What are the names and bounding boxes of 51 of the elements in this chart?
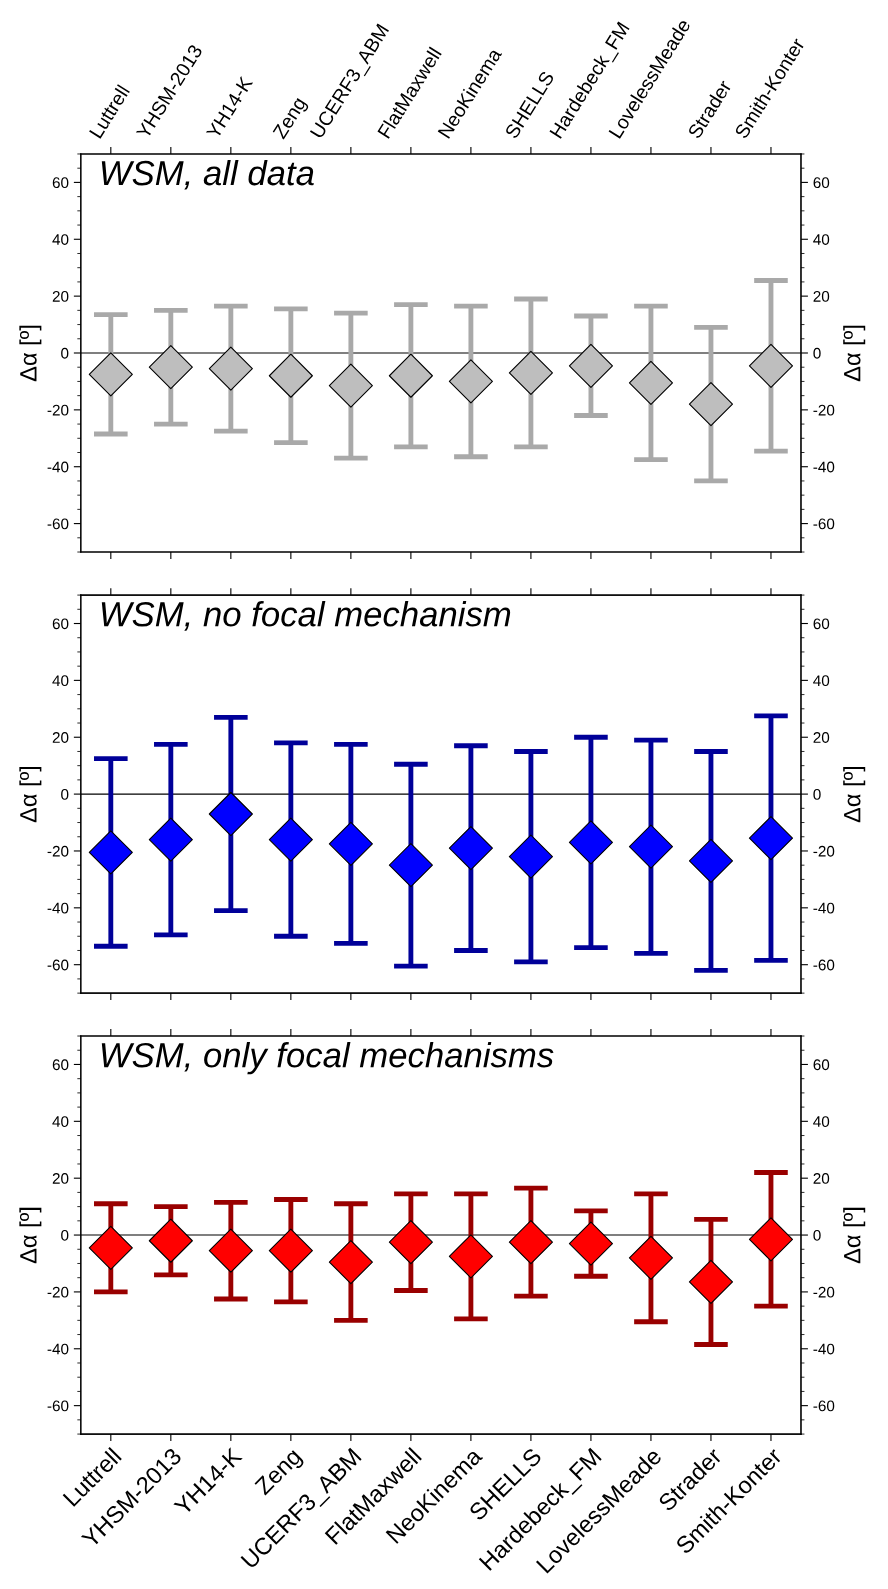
y-tick-label: -20 (47, 845, 69, 857)
y2-tick-label: 60 (813, 1059, 830, 1071)
y2-tick-label: 0 (813, 347, 821, 359)
y-tick-label: -60 (47, 518, 69, 530)
chart-title: WSM, no focal mechanism (101, 601, 511, 631)
y2-tick-label: 40 (813, 234, 830, 245)
y-tick-label: 40 (52, 675, 69, 687)
y-tick-label: -60 (47, 959, 69, 971)
y2-axis-title: Δα [º] (843, 325, 866, 382)
y2-tick-label: -60 (813, 518, 835, 530)
y-tick-label: -40 (47, 461, 69, 473)
y2-tick-label: 20 (813, 291, 830, 302)
y-tick-label: 0 (61, 347, 69, 359)
chart-title: WSM, only focal mechanisms (101, 1042, 554, 1075)
y2-tick-label: -40 (813, 902, 835, 914)
y2-tick-label: -40 (813, 1343, 835, 1355)
y2-tick-label: 60 (813, 618, 830, 630)
y-tick-label: 60 (52, 177, 69, 189)
y2-tick-label: -20 (813, 404, 835, 416)
y2-tick-label: 20 (813, 732, 830, 743)
y-tick-label: 20 (52, 291, 69, 302)
y-axis-title: Δα [º] (19, 766, 42, 823)
y-tick-label: -20 (47, 1286, 69, 1298)
y2-tick-label: 40 (813, 675, 830, 687)
y2-tick-label: 20 (813, 1173, 830, 1184)
y-tick-label: 60 (52, 1059, 69, 1071)
y-tick-label: -40 (47, 902, 69, 914)
y2-tick-label: 0 (813, 788, 821, 800)
y-tick-label: 20 (52, 1173, 69, 1184)
y-tick-label: 0 (61, 788, 69, 800)
y2-tick-label: -60 (813, 959, 835, 971)
y-axis-title: Δα [º] (19, 1207, 42, 1264)
y-tick-label: -60 (47, 1400, 69, 1412)
y-tick-label: -20 (47, 404, 69, 416)
y-tick-label: 40 (52, 1116, 69, 1128)
y-axis-title: Δα [º] (19, 325, 42, 382)
y2-tick-label: 0 (813, 1229, 821, 1241)
y-tick-label: -40 (47, 1343, 69, 1355)
y2-tick-label: -20 (813, 1286, 835, 1298)
y2-tick-label: 40 (813, 1116, 830, 1128)
y-tick-label: 0 (61, 1229, 69, 1241)
y2-axis-title: Δα [º] (843, 766, 866, 823)
y2-tick-label: -60 (813, 1400, 835, 1412)
y2-axis-title: Δα [º] (843, 1207, 866, 1264)
y-tick-label: 40 (52, 234, 69, 245)
y-tick-label: 20 (52, 732, 69, 743)
y2-tick-label: -20 (813, 845, 835, 857)
y2-tick-label: -40 (813, 461, 835, 473)
chart-title: WSM, all data (101, 159, 314, 190)
y2-tick-label: 60 (813, 177, 830, 189)
y-tick-label: 60 (52, 618, 69, 630)
